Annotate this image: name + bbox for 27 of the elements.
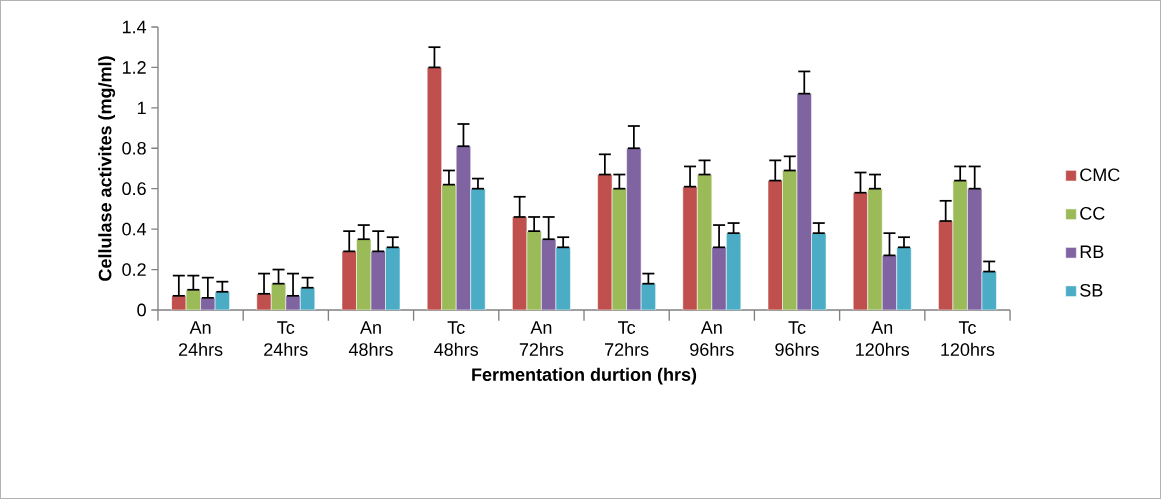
x-tick-label: Tc 48hrs <box>434 321 479 356</box>
y-tick-label: 0.2 <box>122 263 146 276</box>
y-axis-title: Cellulase activites (mg/ml) <box>98 56 116 281</box>
x-tick-label: Tc 120hrs <box>941 321 995 356</box>
x-tick-label: An 24hrs <box>178 321 223 356</box>
legend-label: CMC <box>1080 168 1120 182</box>
bar <box>867 188 883 310</box>
legend-label: RB <box>1080 245 1104 258</box>
y-tick-label: 0.4 <box>122 222 147 236</box>
legend-label: CC <box>1080 206 1105 220</box>
x-tick-label: Tc 72hrs <box>605 321 649 356</box>
y-tick-label: 1.2 <box>122 61 146 74</box>
y-tick-label: 1.4 <box>122 20 147 34</box>
x-tick-label: An 120hrs <box>856 321 910 356</box>
bar <box>682 186 698 310</box>
y-tick-label: 0.6 <box>122 182 146 196</box>
x-tick-label: Tc 96hrs <box>775 321 819 356</box>
bar <box>441 184 457 310</box>
y-tick-label: 0.8 <box>122 141 146 155</box>
y-tick-label: 1 <box>137 101 146 115</box>
x-axis-title: Fermentation durtion (hrs) <box>472 367 697 385</box>
y-tick-label: 0 <box>137 303 146 317</box>
x-tick-label: Tc 24hrs <box>264 321 308 356</box>
x-tick-label: An 72hrs <box>519 321 564 356</box>
x-tick-label: An 96hrs <box>690 321 734 356</box>
legend-label: SB <box>1080 283 1103 297</box>
x-tick-label: An 48hrs <box>348 321 393 356</box>
